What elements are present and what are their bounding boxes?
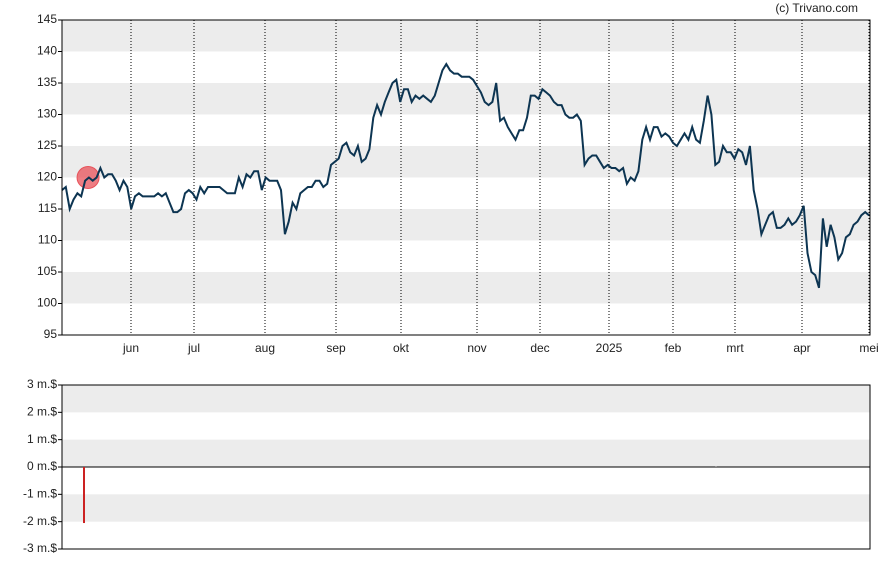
grid-band (62, 494, 870, 522)
grid-band (62, 20, 870, 52)
x-tick-label: mrt (726, 341, 744, 355)
y-tick-label: 110 (38, 233, 57, 247)
grid-band (62, 83, 870, 115)
y-tick-label: 145 (37, 12, 57, 26)
plot-frame (61, 384, 871, 550)
grid-band (62, 385, 870, 413)
grid-band (62, 272, 870, 304)
x-tick-label: okt (393, 341, 410, 355)
x-tick-label: jun (122, 341, 139, 355)
y-tick-label: -2 m.$ (23, 514, 57, 528)
y-tick-label: 100 (37, 296, 57, 310)
x-tick-label: aug (255, 341, 275, 355)
y-tick-label: 2 m.$ (27, 405, 57, 419)
y-tick-label: 135 (37, 75, 57, 89)
y-tick-label: 140 (37, 44, 57, 58)
y-tick-label: 130 (37, 107, 57, 121)
y-tick-label: 0 m.$ (27, 459, 57, 473)
y-tick-label: 125 (37, 138, 57, 152)
x-tick-label: 2025 (596, 341, 623, 355)
grid-band (62, 209, 870, 241)
price-line (61, 62, 870, 289)
y-tick-label: 105 (37, 264, 57, 278)
credit: (c) Trivano.com (775, 1, 858, 15)
y-tick-label: 95 (44, 327, 58, 341)
plot-frame (61, 19, 871, 336)
x-tick-label: mei (859, 341, 878, 355)
y-tick-label: 120 (37, 170, 57, 184)
grid-band (62, 439, 870, 467)
x-tick-label: apr (793, 341, 810, 355)
y-tick-label: 3 m.$ (27, 377, 57, 391)
y-tick-label: -3 m.$ (23, 541, 57, 555)
x-tick-label: nov (467, 341, 486, 355)
x-tick-label: feb (665, 341, 682, 355)
x-tick-label: dec (530, 341, 549, 355)
x-tick-label: sep (326, 341, 346, 355)
y-tick-label: 1 m.$ (27, 432, 57, 446)
y-tick-label: 115 (38, 201, 57, 215)
x-tick-label: jul (187, 341, 200, 355)
y-tick-label: -1 m.$ (23, 487, 57, 501)
